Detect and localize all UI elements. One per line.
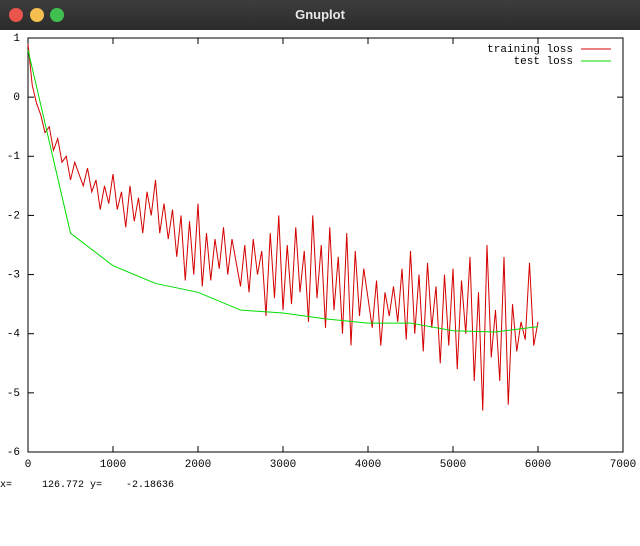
status-y-value: -2.18636 (126, 480, 175, 491)
minimize-button[interactable] (30, 8, 44, 22)
window-title: Gnuplot (295, 7, 345, 22)
y-tick-label: -4 (7, 329, 21, 341)
window: Gnuplot 1 0 -1 -2 -3 -4 -5 -6 0 1000 2000 3000 4000 5… (0, 0, 640, 493)
series-line (27, 43, 539, 411)
x-tick-label: 3000 (270, 459, 296, 471)
y-tick-label: -6 (7, 447, 20, 459)
maximize-button[interactable] (50, 8, 64, 22)
x-tick-label: 0 (25, 459, 32, 471)
legend-label: training loss (487, 44, 573, 56)
y-tick-label: 0 (13, 92, 20, 104)
y-tick-label: -2 (7, 210, 20, 222)
legend-label: test loss (514, 56, 573, 68)
status-y-label: y= (90, 480, 103, 491)
title-bar: Gnuplot (0, 0, 640, 30)
plot-border (27, 37, 624, 453)
series-line (27, 49, 539, 333)
status-x-label: x= (0, 480, 13, 491)
y-tick-label: -1 (7, 151, 21, 163)
y-tick-label: 1 (13, 33, 20, 45)
chart: 1 0 -1 -2 -3 -4 -5 -6 0 1000 2000 3000 4000 5000 6000 7… (7, 33, 636, 471)
x-tick-label: 7000 (610, 459, 636, 471)
x-tick-label: 5000 (440, 459, 466, 471)
status-x-value: 126.772 (42, 480, 85, 491)
x-tick-label: 6000 (525, 459, 551, 471)
status-bar: x= 126.772 y= -2.18636 (0, 480, 174, 546)
x-tick-label: 4000 (355, 459, 381, 471)
y-tick-label: -3 (7, 269, 20, 281)
y-tick-label: -5 (7, 388, 20, 400)
x-tick-label: 2000 (185, 459, 211, 471)
close-button[interactable] (9, 8, 23, 22)
x-tick-label: 1000 (100, 459, 126, 471)
